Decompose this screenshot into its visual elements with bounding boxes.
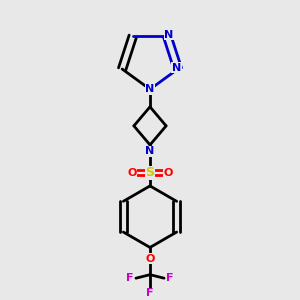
Text: S: S [146,166,154,179]
Text: F: F [126,273,134,283]
Text: O: O [145,254,155,264]
Text: O: O [127,168,136,178]
Text: N: N [172,63,181,73]
Text: N: N [146,146,154,156]
Text: F: F [146,288,154,298]
Text: N: N [164,30,173,40]
Text: O: O [164,168,173,178]
Text: N: N [146,84,154,94]
Text: F: F [166,273,174,283]
